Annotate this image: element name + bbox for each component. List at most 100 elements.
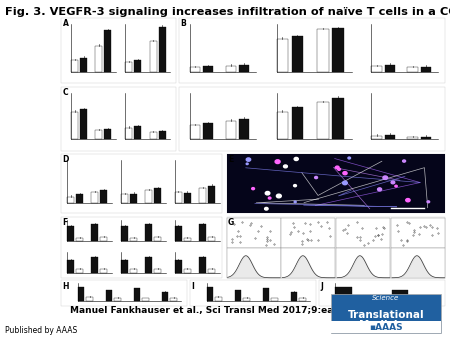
Bar bbox=[175, 226, 182, 241]
Bar bbox=[225, 121, 236, 139]
Bar bbox=[331, 294, 441, 333]
Circle shape bbox=[338, 168, 341, 170]
Circle shape bbox=[265, 208, 268, 210]
Bar bbox=[142, 298, 149, 301]
Bar bbox=[76, 194, 83, 203]
Bar bbox=[134, 288, 140, 301]
Bar bbox=[130, 269, 137, 273]
Bar bbox=[121, 226, 128, 241]
Circle shape bbox=[276, 194, 281, 198]
Bar bbox=[145, 190, 152, 203]
Bar bbox=[276, 112, 288, 139]
Bar bbox=[159, 27, 166, 72]
Bar bbox=[190, 281, 316, 306]
Bar bbox=[276, 39, 288, 72]
Bar bbox=[189, 67, 200, 72]
Bar bbox=[356, 297, 373, 301]
Bar bbox=[407, 137, 418, 139]
Bar bbox=[61, 18, 176, 83]
Bar bbox=[239, 119, 249, 139]
Bar bbox=[130, 238, 137, 241]
Bar bbox=[78, 287, 85, 301]
Bar bbox=[150, 41, 157, 72]
Circle shape bbox=[403, 160, 405, 162]
Bar bbox=[203, 123, 213, 139]
Text: F: F bbox=[63, 218, 68, 227]
Bar bbox=[299, 298, 306, 301]
Bar bbox=[292, 36, 303, 72]
Bar bbox=[331, 321, 441, 333]
Text: A: A bbox=[63, 19, 68, 28]
Bar bbox=[319, 281, 445, 306]
Circle shape bbox=[383, 176, 387, 179]
Bar bbox=[145, 257, 152, 273]
Bar bbox=[271, 298, 278, 301]
Circle shape bbox=[284, 165, 288, 168]
Bar bbox=[104, 30, 112, 72]
Circle shape bbox=[391, 181, 395, 184]
Bar bbox=[135, 126, 141, 139]
Circle shape bbox=[343, 172, 347, 175]
Circle shape bbox=[275, 160, 280, 164]
Bar bbox=[234, 290, 241, 301]
Bar bbox=[76, 269, 83, 273]
Bar bbox=[407, 67, 418, 72]
Bar bbox=[76, 238, 83, 241]
Text: E: E bbox=[228, 155, 233, 164]
Bar bbox=[61, 87, 176, 151]
Bar bbox=[175, 192, 182, 203]
Bar bbox=[391, 248, 445, 278]
Bar bbox=[336, 248, 390, 278]
Text: I: I bbox=[191, 282, 194, 291]
Bar bbox=[207, 287, 213, 301]
Bar bbox=[95, 46, 103, 72]
Bar bbox=[61, 154, 222, 214]
Bar bbox=[67, 196, 74, 203]
Bar bbox=[263, 288, 269, 301]
Bar bbox=[130, 194, 137, 203]
Text: Manuel Fankhauser et al., Sci Transl Med 2017;9:eaal4712: Manuel Fankhauser et al., Sci Transl Med… bbox=[70, 306, 368, 315]
Bar bbox=[333, 28, 344, 72]
Circle shape bbox=[348, 157, 351, 159]
Bar bbox=[412, 297, 428, 301]
Bar bbox=[392, 290, 408, 301]
Bar bbox=[91, 224, 99, 241]
Bar bbox=[175, 260, 182, 273]
Bar bbox=[86, 297, 93, 301]
Bar bbox=[421, 137, 431, 139]
Bar bbox=[154, 188, 161, 203]
Text: H: H bbox=[63, 282, 69, 291]
Bar bbox=[372, 66, 382, 72]
Bar bbox=[215, 297, 222, 301]
Bar bbox=[225, 66, 236, 72]
Bar bbox=[281, 248, 335, 278]
Bar bbox=[203, 66, 213, 72]
Circle shape bbox=[293, 185, 297, 187]
Circle shape bbox=[252, 188, 255, 190]
Bar bbox=[71, 112, 78, 139]
Bar bbox=[336, 218, 390, 248]
Bar bbox=[100, 269, 107, 273]
Bar bbox=[189, 125, 200, 139]
Circle shape bbox=[246, 158, 251, 161]
Bar bbox=[80, 109, 87, 139]
Bar bbox=[162, 292, 168, 301]
Circle shape bbox=[395, 185, 397, 187]
Bar bbox=[243, 297, 250, 301]
Text: ▪AAAS: ▪AAAS bbox=[369, 323, 403, 332]
Bar bbox=[135, 60, 141, 72]
Bar bbox=[239, 65, 249, 72]
Circle shape bbox=[378, 188, 382, 191]
Bar bbox=[61, 281, 187, 306]
Text: D: D bbox=[63, 155, 69, 164]
Bar bbox=[179, 87, 445, 151]
Circle shape bbox=[406, 198, 410, 202]
Bar bbox=[121, 260, 128, 273]
Text: Published by AAAS: Published by AAAS bbox=[5, 326, 78, 335]
Bar bbox=[208, 237, 215, 241]
Bar bbox=[333, 98, 344, 139]
Circle shape bbox=[265, 192, 270, 195]
Text: J: J bbox=[320, 282, 323, 291]
Bar bbox=[100, 190, 107, 203]
Text: G: G bbox=[228, 218, 234, 227]
